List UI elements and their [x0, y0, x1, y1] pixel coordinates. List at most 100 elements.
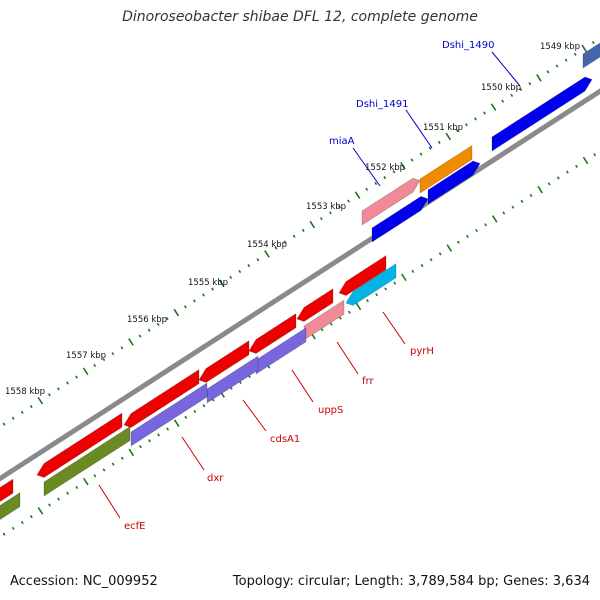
- outer-tick: [218, 279, 225, 288]
- outer-tick: [564, 58, 568, 62]
- outer-tick: [410, 158, 414, 162]
- inner-tick: [366, 299, 369, 303]
- outer-tick: [11, 416, 15, 420]
- tick-label: 1552 kbp: [365, 163, 405, 173]
- gene-label-ecfe[interactable]: ecfE: [124, 521, 146, 532]
- outer-tick: [47, 393, 51, 397]
- inner-tick: [66, 491, 70, 495]
- outer-tick: [82, 367, 89, 376]
- inner-tick: [537, 185, 543, 194]
- inner-tick: [420, 263, 424, 268]
- gene-label-pyrh[interactable]: pyrH: [410, 346, 434, 357]
- outer-tick: [374, 181, 378, 186]
- inner-tick: [329, 322, 333, 326]
- gene-pyrH-cyan-arrow: [345, 263, 397, 306]
- outer-tick: [211, 287, 215, 291]
- outer-tick: [437, 140, 441, 144]
- tick-label: 1556 kbp: [127, 315, 167, 325]
- gene-label-frr[interactable]: frr: [362, 376, 374, 387]
- outer-tick: [338, 205, 341, 209]
- map-title: Dinoroseobacter shibae DFL 12, complete …: [122, 9, 478, 25]
- gene-label-upps[interactable]: uppS: [318, 405, 343, 416]
- outer-tick: [229, 275, 233, 279]
- outer-tick: [2, 422, 6, 426]
- gene-miaA-arrow: [361, 177, 421, 226]
- outer-tick: [573, 52, 577, 56]
- outer-tick: [483, 111, 486, 115]
- outer-tick: [93, 363, 97, 368]
- outer-tick: [581, 44, 588, 53]
- gene-label-dshi_1491[interactable]: Dshi_1491: [356, 99, 408, 110]
- inner-tick: [48, 503, 51, 507]
- inner-tick: [565, 170, 569, 174]
- outer-tick: [383, 175, 387, 180]
- inner-tick: [438, 252, 442, 256]
- inner-tick: [202, 404, 206, 408]
- outer-tick: [283, 240, 287, 244]
- inner-tick: [2, 532, 6, 536]
- outer-tick: [138, 334, 142, 338]
- outer-tick: [128, 338, 134, 346]
- inner-tick: [475, 228, 478, 233]
- gene-uppS-arrow: [248, 313, 297, 354]
- outer-tick: [193, 299, 196, 303]
- inner-tick: [375, 293, 379, 297]
- gene-cdsA1-blue-arrow: [206, 355, 259, 404]
- outer-tick: [445, 132, 452, 141]
- outer-tick: [455, 129, 459, 133]
- inner-tick: [138, 444, 142, 449]
- callout-line: [382, 311, 406, 345]
- inner-tick: [401, 273, 407, 282]
- outer-tick: [501, 99, 505, 103]
- gene-track: [0, 42, 600, 520]
- outer-tick: [474, 117, 477, 121]
- inner-tick: [547, 182, 551, 186]
- outer-tick: [490, 103, 497, 111]
- outer-tick: [256, 258, 260, 262]
- outer-tick: [392, 170, 396, 174]
- inner-tick: [11, 526, 15, 530]
- outer-tick: [238, 269, 242, 274]
- outer-tick: [37, 396, 44, 405]
- outer-tick: [292, 234, 296, 238]
- gene-ecfE-green-arrow: [43, 425, 131, 497]
- outer-tick: [102, 357, 106, 362]
- inner-tick: [93, 474, 97, 478]
- callout-line: [405, 109, 433, 149]
- gene-label-dshi_1490[interactable]: Dshi_1490: [442, 40, 494, 51]
- gene-edge-arrow: [0, 478, 14, 502]
- inner-tick: [83, 477, 89, 486]
- outer-tick: [20, 410, 24, 414]
- inner-tick: [128, 448, 135, 457]
- outer-tick: [347, 199, 350, 203]
- accession-text: Accession: NC_009952: [10, 574, 158, 589]
- outer-tick: [156, 322, 160, 326]
- inner-tick: [157, 433, 160, 437]
- callout-line: [336, 341, 359, 375]
- inner-tick: [338, 316, 342, 320]
- outer-tick: [519, 87, 523, 92]
- gene-upstream-arrow: [582, 42, 600, 69]
- gene-label-dxr[interactable]: dxr: [207, 473, 224, 484]
- outer-tick: [264, 250, 270, 258]
- outer-tick: [546, 70, 550, 74]
- gene-label-cdsa1[interactable]: cdsA1: [270, 434, 300, 445]
- gene-label-miaa[interactable]: miaA: [329, 136, 355, 147]
- tick-labels: 1549 kbp 1550 kbp 1551 kbp 1552 kbp 1553 kbp…: [5, 42, 580, 397]
- inner-tick: [456, 240, 460, 244]
- tick-label: 1549 kbp: [540, 42, 580, 52]
- tick-label: 1555 kbp: [188, 278, 228, 288]
- outer-tick: [464, 123, 468, 127]
- outer-tick: [365, 187, 369, 191]
- outer-tick: [510, 93, 514, 98]
- outer-ticks: [2, 40, 595, 426]
- outer-tick: [247, 264, 251, 268]
- gene-forward-arrow: [427, 160, 481, 205]
- outer-tick: [319, 217, 323, 221]
- inner-tick: [75, 485, 79, 490]
- inner-tick: [384, 287, 388, 291]
- outer-tick: [147, 328, 151, 332]
- inner-tick: [491, 215, 498, 223]
- inner-tick: [166, 427, 170, 431]
